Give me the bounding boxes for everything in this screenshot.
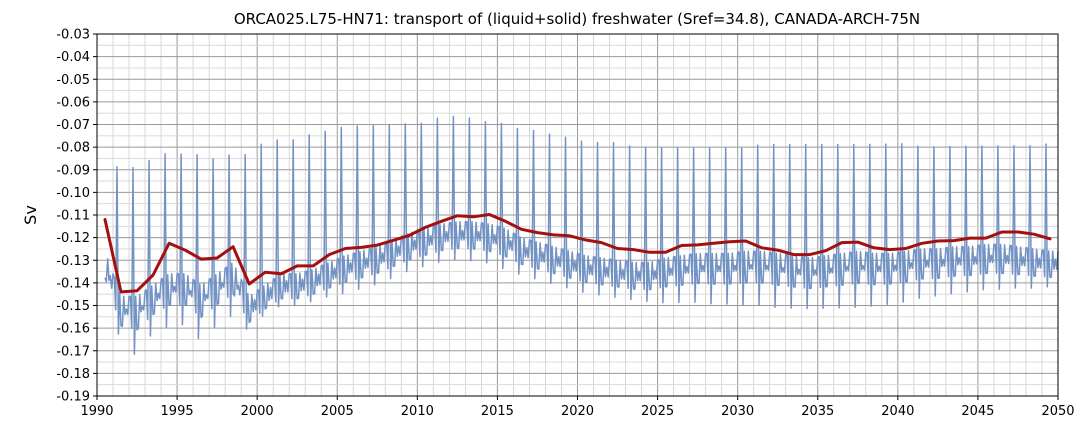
- y-tick-label: -0.06: [56, 95, 90, 110]
- grid-lines: [96, 33, 1059, 397]
- y-tick-label: -0.12: [56, 231, 90, 246]
- y-tick-label: -0.18: [56, 367, 90, 382]
- monthly-transport-line: [104, 115, 1059, 355]
- x-tick-label: 1990: [80, 404, 113, 419]
- y-tick-label: -0.03: [56, 28, 90, 43]
- y-tick-label: -0.11: [56, 209, 90, 224]
- y-tick-label: -0.15: [56, 299, 90, 314]
- x-tick-label: 2040: [881, 404, 914, 419]
- y-tick-label: -0.09: [56, 163, 90, 178]
- x-tick-label: 2025: [641, 404, 674, 419]
- x-tick-label: 2050: [1041, 404, 1074, 419]
- y-tick-label: -0.10: [56, 186, 90, 201]
- x-tick-label: 1995: [161, 404, 194, 419]
- x-tick-label: 2020: [561, 404, 594, 419]
- y-tick-label: -0.08: [56, 141, 90, 156]
- y-tick-label: -0.14: [56, 276, 90, 291]
- y-tick-label: -0.05: [56, 73, 90, 88]
- y-tick-label: -0.13: [56, 254, 90, 269]
- x-tick-label: 2010: [401, 404, 434, 419]
- x-tick-label: 2015: [481, 404, 514, 419]
- series-layer: [103, 115, 1059, 355]
- axis-ticks: 1990 1995 2000 2005 2010 2015 2020 2025 2030 2035…: [56, 28, 1074, 420]
- x-tick-label: 2000: [241, 404, 274, 419]
- x-tick-label: 2005: [321, 404, 354, 419]
- y-axis-label: Sv: [21, 205, 40, 225]
- x-tick-label: 2035: [801, 404, 834, 419]
- y-tick-label: -0.07: [56, 118, 90, 133]
- annual-mean-line: [103, 213, 1052, 294]
- y-tick-label: -0.16: [56, 322, 90, 337]
- y-tick-label: -0.04: [56, 50, 90, 65]
- chart-title: ORCA025.L75-HN71: transport of (liquid+s…: [234, 10, 920, 28]
- y-tick-label: -0.17: [56, 344, 90, 359]
- x-tick-label: 2045: [961, 404, 994, 419]
- y-tick-label: -0.19: [56, 390, 90, 405]
- x-tick-label: 2030: [721, 404, 754, 419]
